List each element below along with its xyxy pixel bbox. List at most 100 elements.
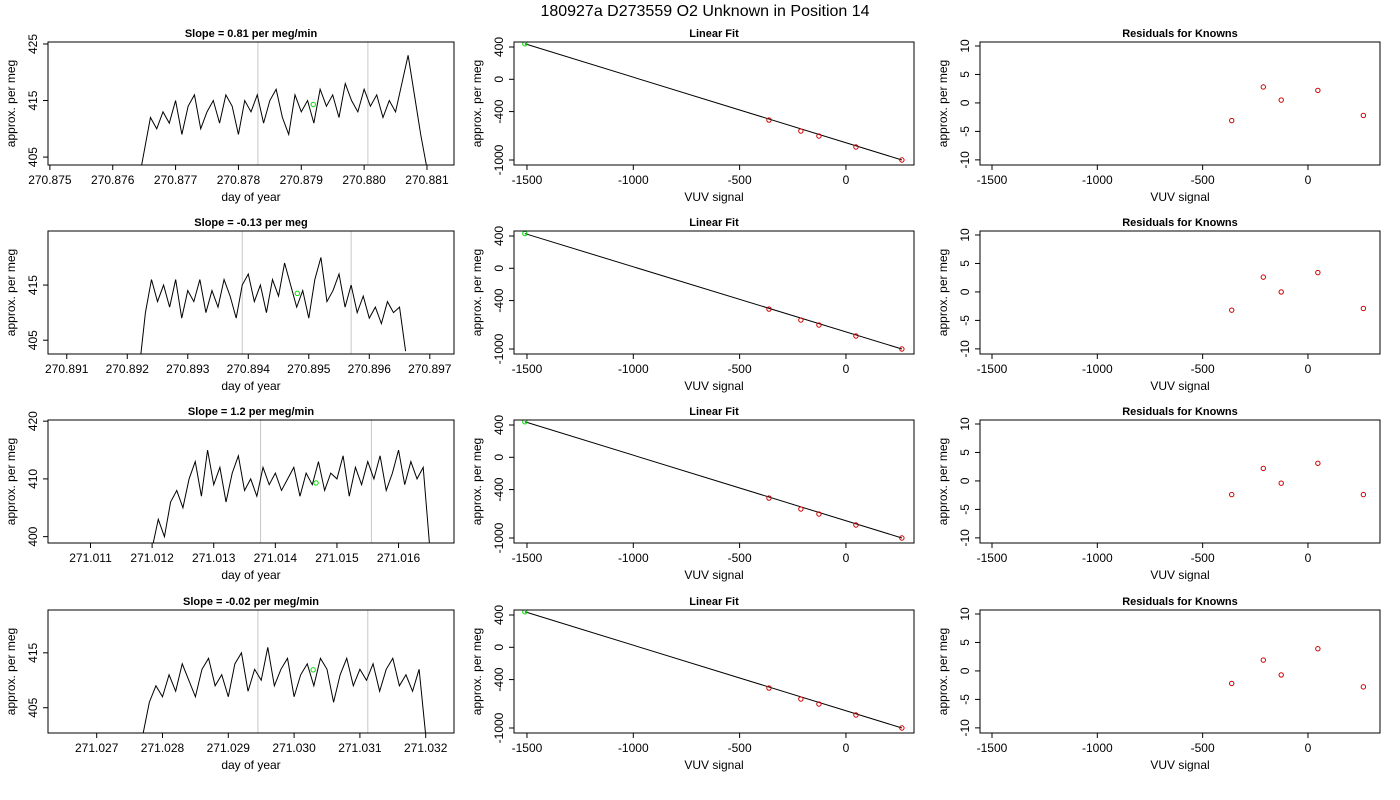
plot-frame [47, 230, 455, 355]
point [1229, 491, 1235, 498]
x-tick-label: 270.892 [106, 362, 150, 376]
x-tick-label: -500 [1191, 362, 1215, 376]
x-tick-label: -1500 [977, 551, 1008, 565]
x-tick-label: 270.880 [342, 173, 386, 187]
y-tick-label: 405 [26, 147, 40, 167]
plot-area [142, 610, 426, 733]
plot-area [152, 420, 430, 543]
point [899, 535, 905, 541]
plot-frame [979, 230, 1381, 355]
plot-frame [47, 419, 455, 544]
y-tick-label: 410 [26, 469, 40, 489]
highlight-point [313, 480, 319, 486]
y-tick-label: 405 [26, 330, 40, 350]
x-tick-label: 271.015 [315, 551, 359, 565]
point [1229, 117, 1235, 124]
point [798, 506, 804, 512]
panel: Residuals for Knowns VUV signal approx. pe… [936, 406, 1381, 582]
point [1315, 646, 1321, 652]
point [816, 511, 822, 517]
panel: Residuals for Knowns VUV signal approx. pe… [936, 596, 1381, 772]
x-tick-label: 270.897 [408, 362, 452, 376]
panel-title: Residuals for Knowns [1122, 596, 1238, 608]
plot-frame [513, 609, 915, 734]
x-tick-label: -1500 [977, 362, 1008, 376]
point [1315, 460, 1321, 466]
x-tick-label: -1000 [618, 173, 649, 187]
y-axis-label: approx. per meg [936, 438, 950, 525]
y-tick-label: 425 [26, 34, 40, 54]
panel-title: Linear Fit [689, 28, 739, 40]
data-line [141, 55, 427, 165]
plot-frame [979, 41, 1381, 166]
y-axis-label: approx. per meg [936, 249, 950, 336]
panel-title: Linear Fit [689, 406, 739, 418]
x-tick-label: 0 [1305, 551, 1312, 565]
plot-area [522, 610, 905, 731]
x-tick-label: 271.030 [272, 741, 316, 755]
highlight-point [310, 667, 316, 673]
y-axis-label: approx. per meg [936, 60, 950, 147]
y-tick-label: -1000 [492, 333, 506, 364]
x-tick-label: -1500 [977, 741, 1008, 755]
panel: Linear Fit VUV signal approx. per meg -1500… [470, 217, 915, 393]
x-tick-label: -1000 [1082, 173, 1113, 187]
y-tick-label: 0 [958, 99, 972, 106]
point [1260, 274, 1267, 280]
y-tick-label: 10 [958, 607, 972, 621]
panel-title: Residuals for Knowns [1122, 406, 1238, 418]
point [766, 685, 772, 691]
point [816, 133, 822, 139]
y-tick-label: 400 [492, 37, 506, 57]
x-axis-label: VUV signal [1150, 190, 1209, 204]
point [1260, 84, 1267, 90]
y-axis-label: approx. per meg [470, 628, 484, 715]
y-tick-label: -5 [958, 315, 972, 326]
point [1260, 465, 1267, 472]
y-axis-label: approx. per meg [4, 628, 18, 715]
y-tick-label: 420 [26, 411, 40, 431]
panel: Slope = 0.81 per meg/min day of year appro… [4, 28, 455, 204]
panel-title: Slope = 1.2 per meg/min [188, 406, 315, 418]
panel: Linear Fit VUV signal approx. per meg -1500… [470, 406, 915, 582]
y-tick-label: 5 [958, 449, 972, 456]
point [899, 725, 905, 731]
x-tick-label: 270.896 [348, 362, 392, 376]
plot-frame [513, 230, 915, 355]
x-axis-label: day of year [221, 758, 280, 772]
y-tick-label: 415 [26, 90, 40, 110]
y-tick-label: 5 [958, 260, 972, 267]
x-tick-label: -500 [1191, 173, 1215, 187]
x-axis-label: VUV signal [1150, 758, 1209, 772]
point [853, 144, 859, 150]
point [853, 522, 859, 528]
x-tick-label: 271.031 [338, 741, 382, 755]
figure-title: 180927a D273559 O2 Unknown in Position 1… [540, 3, 869, 20]
y-tick-label: 5 [958, 639, 972, 646]
plot-frame [979, 609, 1381, 734]
plot-area [1229, 269, 1367, 313]
point [1315, 87, 1321, 94]
fit-line [524, 233, 903, 350]
x-tick-label: -1000 [1082, 362, 1113, 376]
x-tick-label: 270.879 [280, 173, 324, 187]
point [1229, 680, 1235, 687]
point [853, 712, 859, 718]
point [1278, 480, 1284, 486]
x-tick-label: 271.029 [207, 741, 251, 755]
x-tick-label: 270.877 [154, 173, 198, 187]
x-tick-label: 270.895 [287, 362, 331, 376]
x-axis-label: VUV signal [1150, 379, 1209, 393]
y-tick-label: 5 [958, 71, 972, 78]
y-tick-label: -10 [958, 151, 972, 169]
point [1278, 289, 1284, 295]
y-tick-label: -10 [958, 340, 972, 358]
x-tick-label: -1000 [618, 551, 649, 565]
plot-area [522, 231, 905, 352]
x-tick-label: 271.011 [69, 551, 112, 565]
plot-area [140, 231, 407, 354]
point [899, 157, 905, 163]
plot-area [522, 420, 905, 541]
x-tick-label: -1000 [1082, 551, 1113, 565]
